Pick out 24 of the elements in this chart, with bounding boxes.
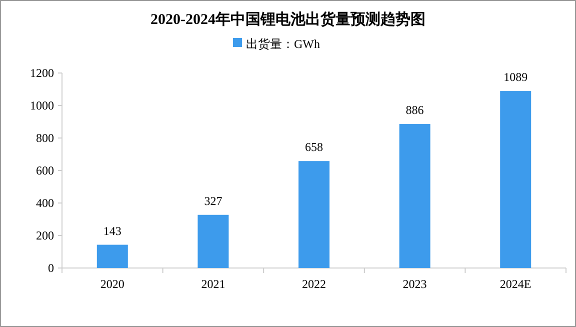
bar [500,91,532,268]
data-label: 327 [204,194,222,208]
y-tick-label: 600 [36,164,54,178]
bar [298,161,330,268]
y-tick-label: 1200 [30,66,54,80]
x-tick-label: 2024E [500,277,532,291]
bar [198,214,229,268]
y-tick-label: 400 [36,196,54,210]
legend-label: 出货量：GWh [246,37,320,51]
x-tick-label: 2021 [201,277,226,291]
data-label: 143 [103,224,122,238]
chart-title: 2020-2024年中国锂电池出货量预测趋势图 [150,11,426,28]
x-tick-label: 2022 [302,277,326,291]
y-tick-label: 200 [36,228,54,242]
data-label: 886 [406,103,424,118]
x-tick-label: 2020 [100,277,124,291]
data-label: 658 [305,140,323,154]
data-label: 1089 [504,70,528,84]
y-tick-label: 800 [36,131,54,145]
bar [96,244,128,268]
x-tick-label: 2023 [402,277,427,291]
y-tick-label: 1000 [30,98,54,112]
y-tick-label: 0 [48,261,54,275]
bar [399,124,430,268]
